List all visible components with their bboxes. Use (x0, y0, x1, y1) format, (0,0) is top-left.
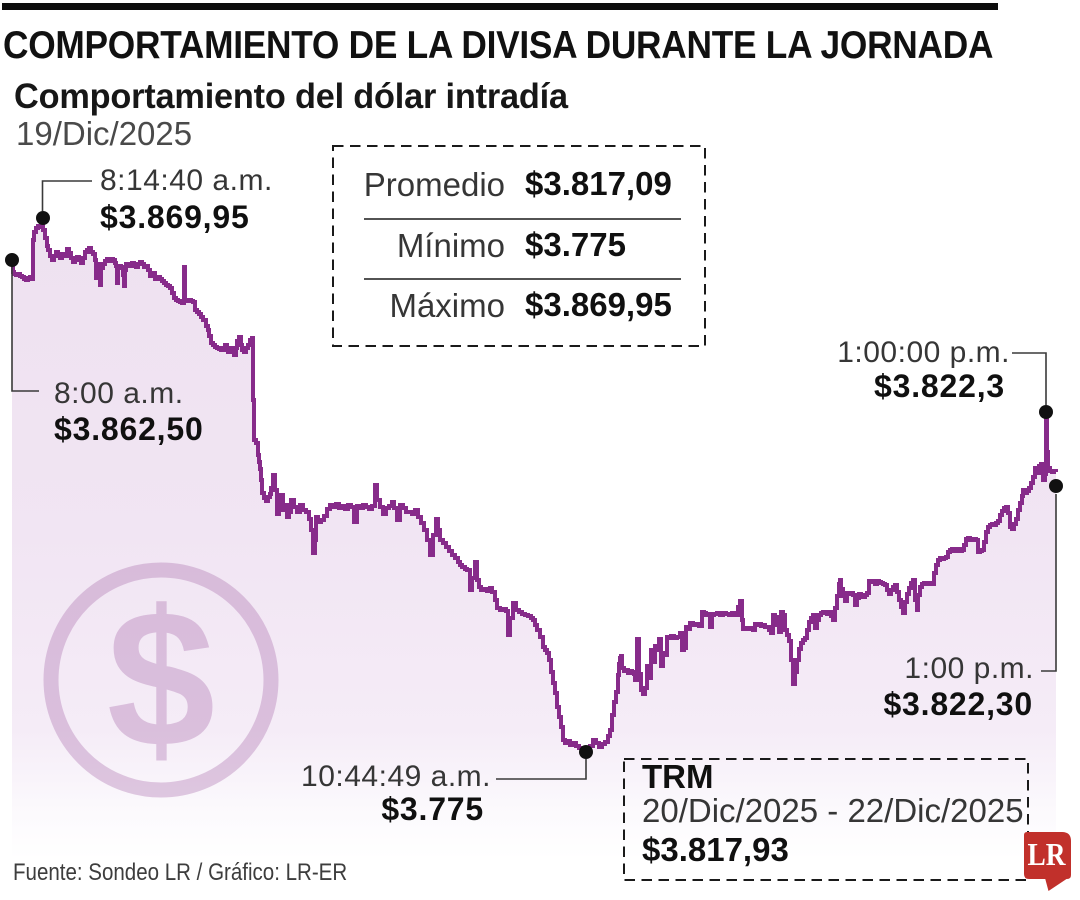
svg-text:LR: LR (1028, 836, 1067, 872)
svg-text:$: $ (107, 570, 215, 788)
